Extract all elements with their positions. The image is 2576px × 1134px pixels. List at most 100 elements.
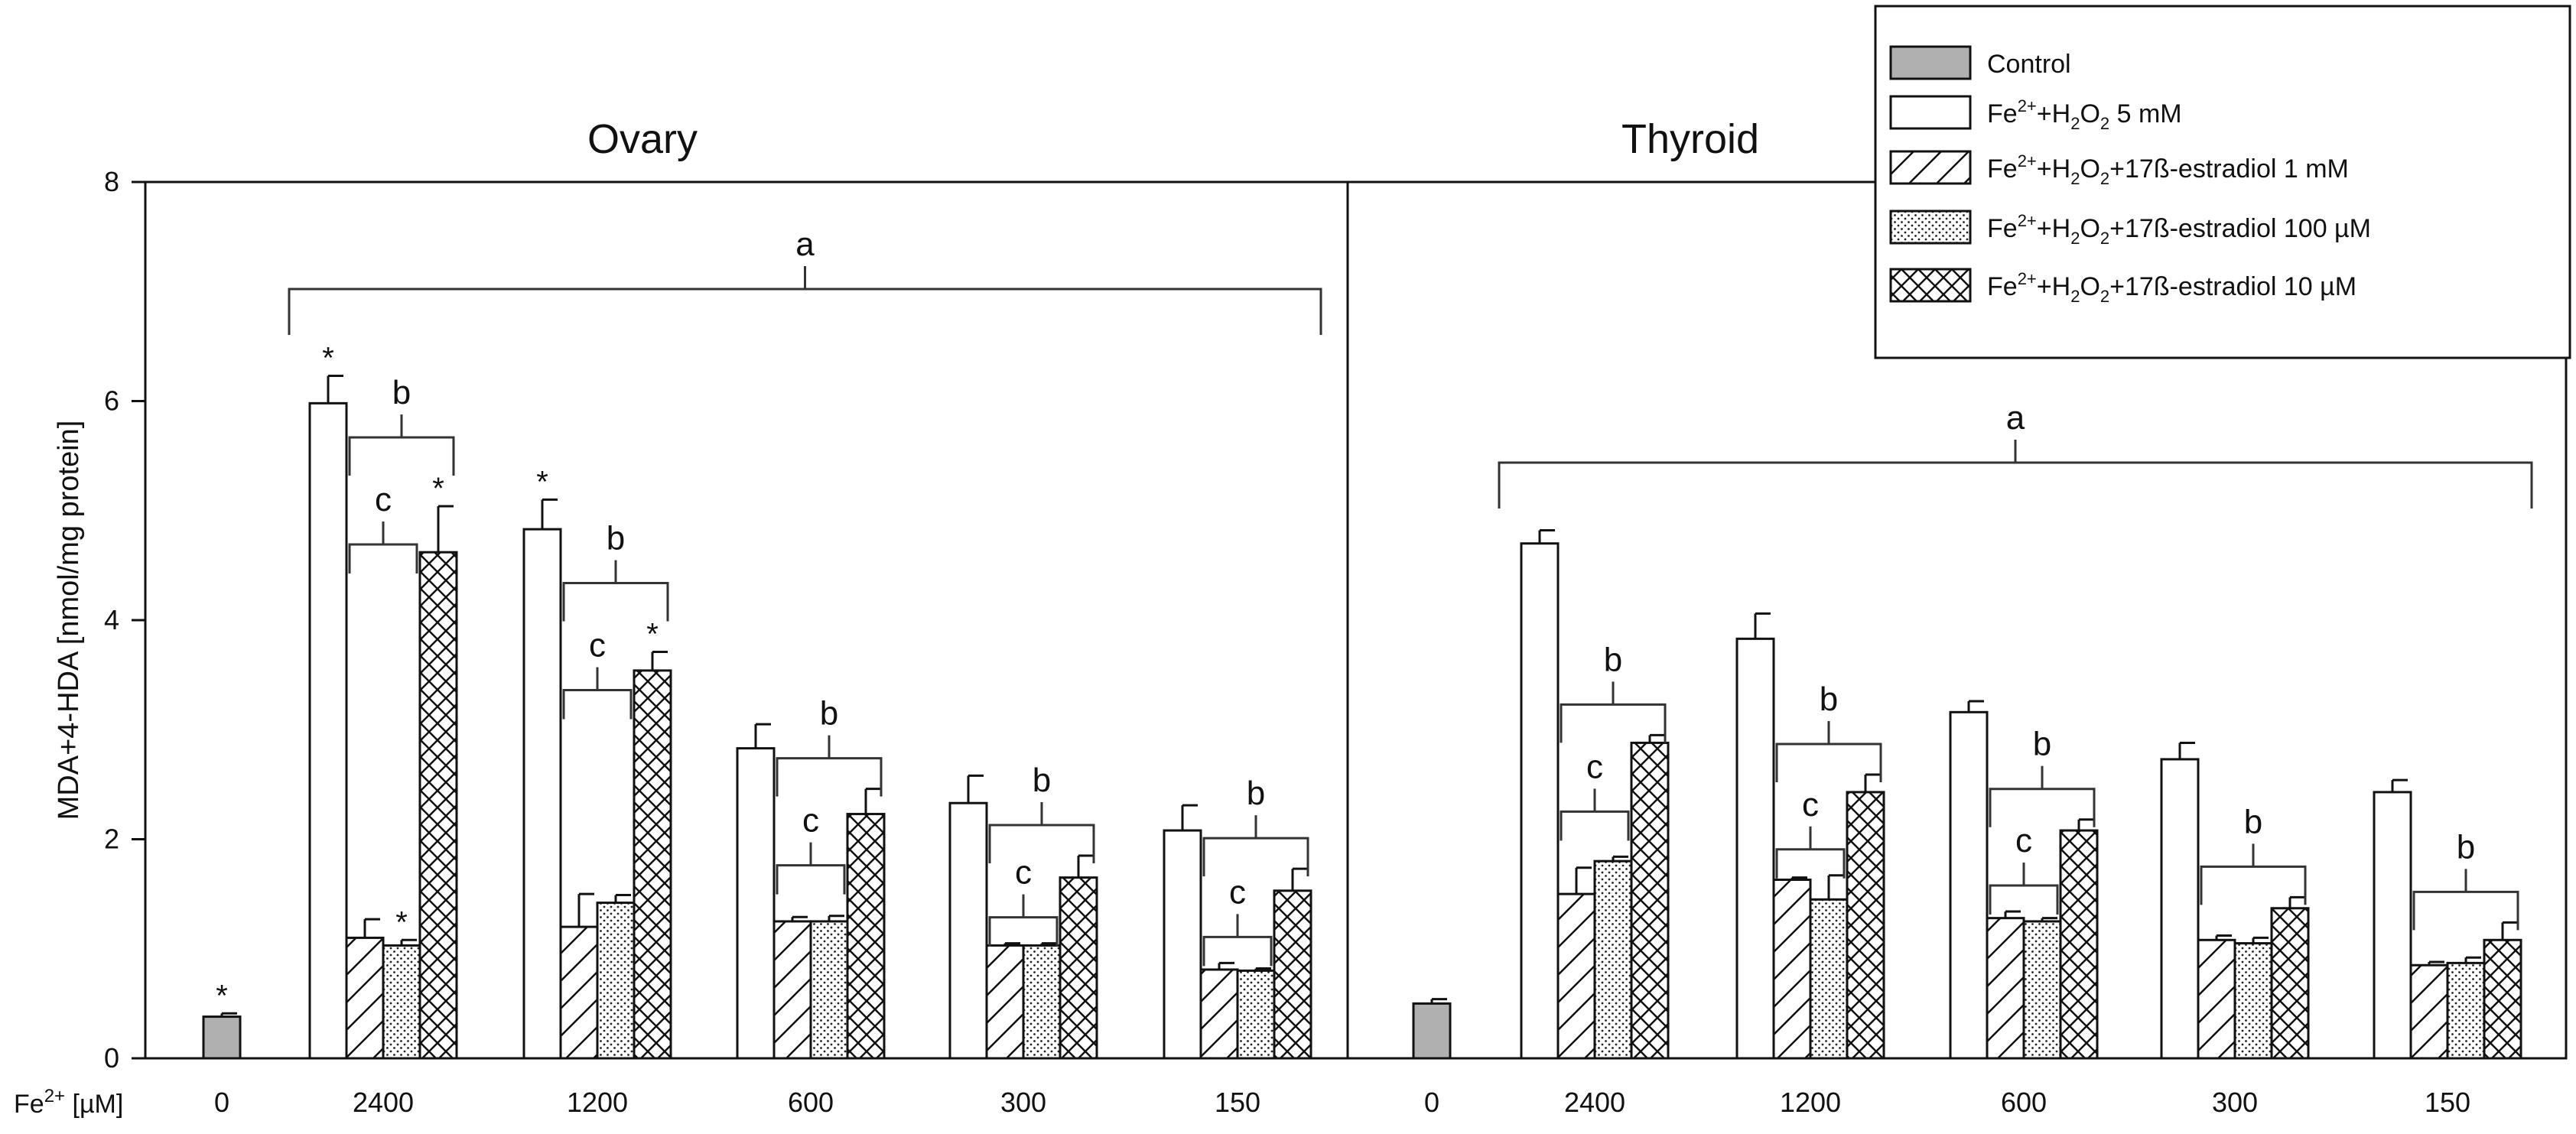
significance-star: *: [646, 618, 659, 651]
bar-cross: [1273, 889, 1312, 1060]
x-category-label: 300: [1000, 1087, 1046, 1118]
bracket-b: [988, 824, 1095, 863]
bracket-c: [348, 543, 418, 574]
bar-diag: [2197, 938, 2236, 1060]
bracket-a: [288, 288, 1322, 335]
bar-diag: [2409, 963, 2449, 1060]
legend-entry: Fe2++H2O2+17ß-estradiol 1 mM: [1987, 151, 2349, 188]
significance-star: *: [322, 342, 334, 375]
bar-dots: [1236, 969, 1276, 1060]
bar-diag: [772, 920, 812, 1060]
bar-cross: [2270, 907, 2310, 1060]
panel-title: Thyroid: [1621, 116, 1759, 162]
legend-entry: Control: [1987, 50, 2071, 79]
x-category-label: 2400: [353, 1087, 414, 1118]
legend-swatch-diag: [1889, 150, 1972, 185]
y-tick-label: 4: [104, 604, 119, 635]
bar-diag: [1556, 892, 1596, 1060]
bracket-b-letter: b: [1033, 762, 1051, 799]
bar-diag: [1772, 879, 1812, 1060]
bar-dots: [2022, 920, 2062, 1060]
bracket-b-letter: b: [392, 374, 411, 411]
x-category-label: 600: [788, 1087, 834, 1118]
bar-diag: [345, 936, 385, 1060]
significance-star: *: [216, 979, 228, 1012]
bar-white: [308, 401, 348, 1060]
x-category-label: 1200: [567, 1087, 628, 1118]
bar-diag: [1986, 917, 2025, 1060]
bar-dots: [1593, 859, 1633, 1060]
bar-dots: [2233, 942, 2273, 1060]
bar-cross: [418, 551, 458, 1060]
significance-star: *: [432, 472, 444, 505]
bar-white: [948, 801, 988, 1060]
bracket-a-letter: a: [2006, 399, 2025, 437]
bracket-b: [562, 582, 669, 622]
bar-cross: [2483, 938, 2522, 1060]
bracket-b: [348, 436, 455, 476]
bar-cross: [1846, 791, 1885, 1060]
legend-swatch-gray: [1889, 45, 1972, 80]
x-category-label: 2400: [1564, 1087, 1625, 1118]
bar-dots: [809, 920, 849, 1060]
bar-dots: [2446, 961, 2486, 1060]
legend-entry: Fe2++H2O2+17ß-estradiol 100 µM: [1987, 211, 2371, 248]
bar-cross: [1059, 876, 1098, 1060]
bracket-c: [1775, 848, 1846, 879]
bracket-c: [1989, 884, 2059, 915]
legend-swatch-dots: [1889, 210, 1972, 245]
y-tick-label: 0: [104, 1042, 119, 1074]
bracket-c-letter: c: [1015, 854, 1032, 892]
y-tick-label: 8: [104, 166, 119, 197]
bracket-b-letter: b: [1247, 775, 1265, 812]
y-tick-label: 2: [104, 824, 119, 855]
bar-dots: [1809, 898, 1849, 1060]
bracket-c-letter: c: [1229, 873, 1246, 911]
bracket-b-letter: b: [1820, 681, 1838, 718]
bracket-c-letter: c: [1586, 748, 1603, 785]
y-axis-title: MDA+4-HDA [nmol/mg protein]: [53, 421, 85, 820]
bracket-c-letter: c: [802, 802, 819, 840]
bracket-b-letter: b: [1604, 641, 1622, 678]
bracket-c-letter: c: [375, 481, 392, 518]
bracket-c: [988, 916, 1059, 947]
bar-cross: [633, 669, 672, 1060]
bracket-c-letter: c: [2015, 822, 2032, 859]
legend-swatch-white: [1889, 95, 1972, 130]
x-category-label: 0: [1424, 1087, 1439, 1118]
bracket-c: [776, 864, 846, 895]
bracket-b-letter: b: [2033, 726, 2051, 763]
bracket-c: [1202, 935, 1273, 967]
x-category-label: 150: [1215, 1087, 1260, 1118]
bracket-c-letter: c: [1802, 786, 1819, 824]
x-axis-title: Fe2+ [µM]: [14, 1086, 123, 1119]
x-category-label: 0: [214, 1087, 229, 1118]
bracket-b: [1202, 837, 1309, 877]
bar-diag: [985, 944, 1025, 1060]
bar-white: [522, 528, 562, 1060]
legend-entry: Fe2++H2O2 5 mM: [1987, 96, 2182, 133]
x-category-label: 150: [2425, 1087, 2470, 1118]
significance-star: *: [536, 465, 548, 499]
bracket-a: [1498, 461, 2533, 509]
bracket-c: [1560, 810, 1630, 841]
bracket-a-letter: a: [795, 226, 815, 263]
bar-cross: [2059, 829, 2099, 1060]
bar-dots: [596, 902, 636, 1060]
legend-box: [1874, 5, 2571, 359]
bar-white: [1520, 542, 1560, 1060]
bar-cross: [1630, 741, 1670, 1060]
bar-cross: [846, 813, 886, 1060]
bar-dots: [382, 944, 421, 1060]
bracket-b-letter: b: [607, 520, 625, 557]
x-category-label: 600: [2001, 1087, 2047, 1118]
bracket-b-letter: b: [820, 695, 838, 733]
bar-white: [1163, 829, 1202, 1060]
x-category-label: 300: [2212, 1087, 2258, 1118]
bar-diag: [1199, 968, 1239, 1060]
legend-entry: Fe2++H2O2+17ß-estradiol 10 µM: [1987, 269, 2356, 306]
bar-white: [736, 747, 776, 1060]
x-category-label: 1200: [1780, 1087, 1841, 1118]
bracket-b-letter: b: [2244, 803, 2262, 840]
